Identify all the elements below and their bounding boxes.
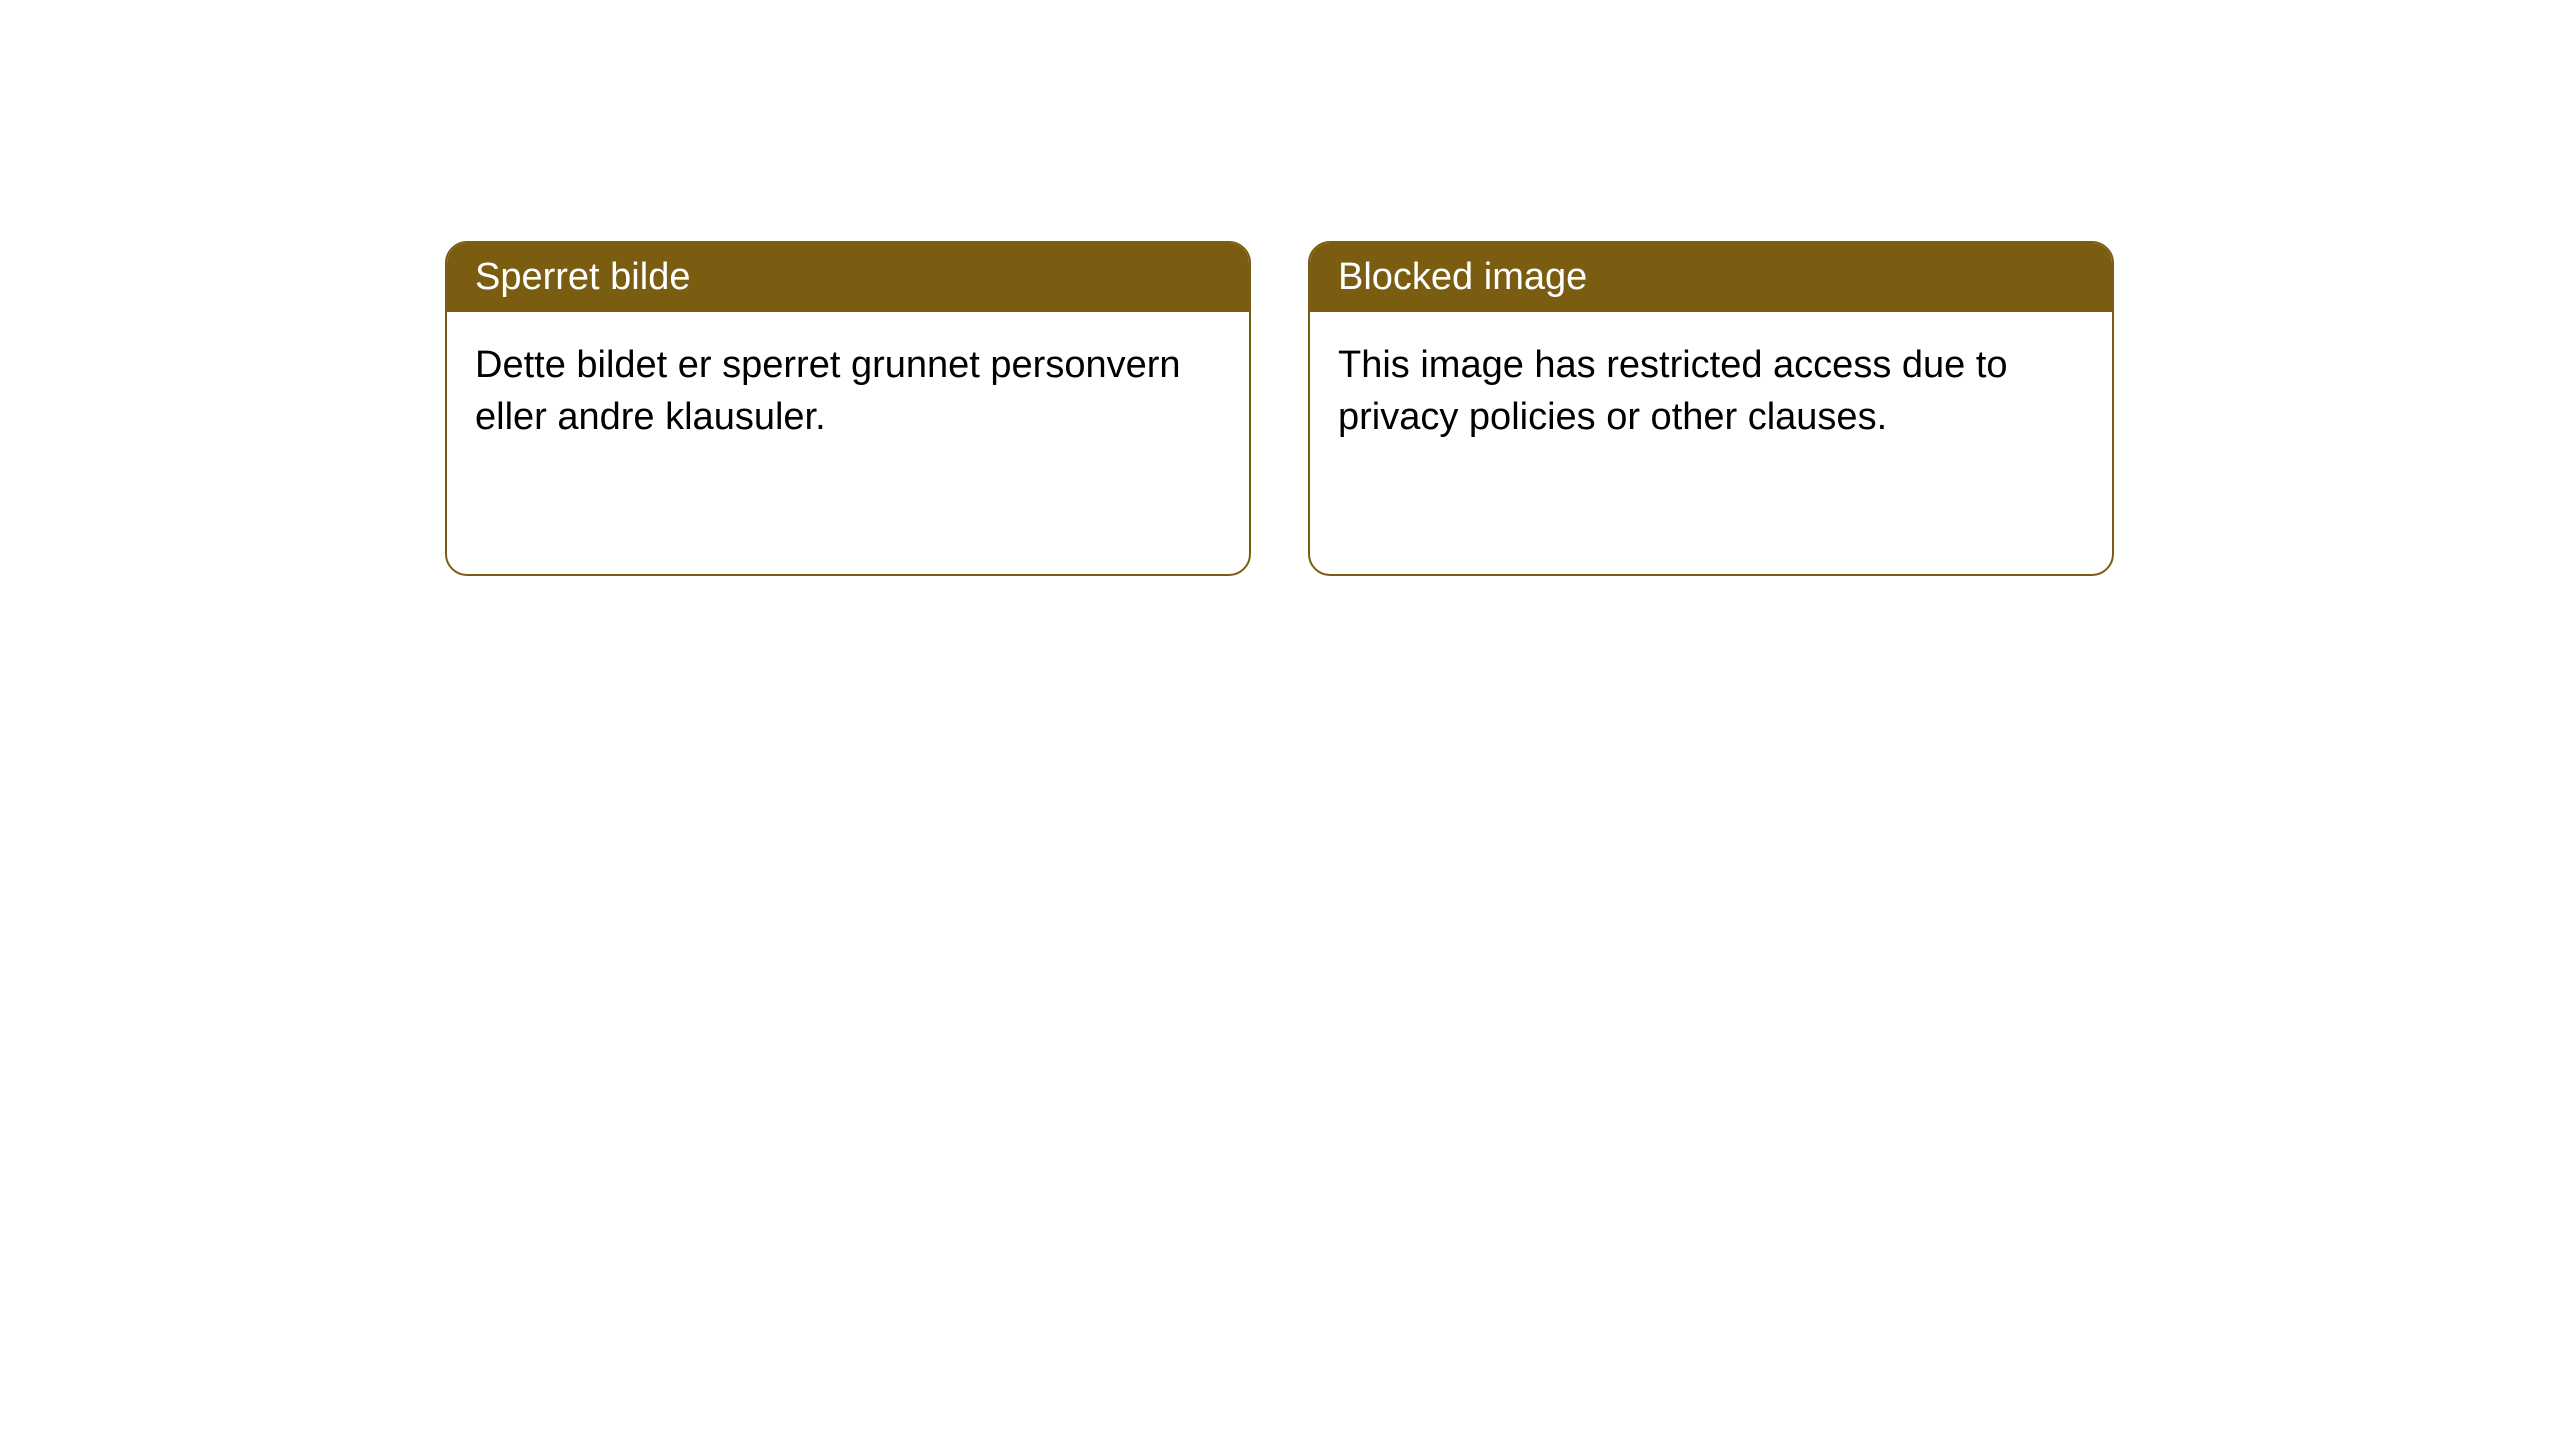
notice-card-norwegian: Sperret bilde Dette bildet er sperret gr…: [445, 241, 1251, 576]
notice-title-english: Blocked image: [1310, 243, 2112, 312]
notice-body-norwegian: Dette bildet er sperret grunnet personve…: [447, 312, 1249, 471]
notice-title-norwegian: Sperret bilde: [447, 243, 1249, 312]
blocked-image-notices: Sperret bilde Dette bildet er sperret gr…: [445, 241, 2114, 576]
notice-body-english: This image has restricted access due to …: [1310, 312, 2112, 471]
notice-card-english: Blocked image This image has restricted …: [1308, 241, 2114, 576]
